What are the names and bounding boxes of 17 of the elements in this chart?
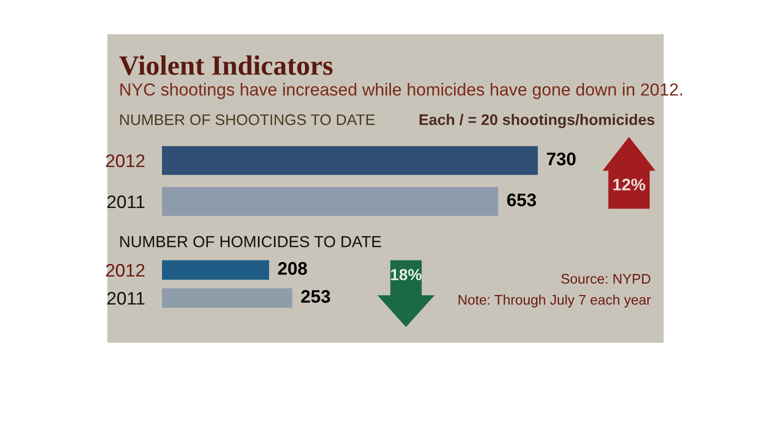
text: NUMBER OF SHOOTINGS TO DATE <box>120 114 375 126</box>
text: Each / = 20 shootings/homicides <box>420 114 654 128</box>
chart-title: Violent Indicators <box>119 55 333 76</box>
y-tick-label: 2011 <box>107 195 144 208</box>
chart-title: NUMBER OF HOMICIDES TO DATE <box>120 236 382 248</box>
data-label: 730 <box>546 152 576 166</box>
source-note: Source: NYPD <box>561 274 650 284</box>
text: 12% <box>613 178 646 190</box>
y-tick-label: 2012 <box>106 264 144 277</box>
data-label: 253 <box>301 290 330 303</box>
data-label: 208 <box>278 262 307 275</box>
data-label: 653 <box>507 194 536 206</box>
y-tick-label: 2012 <box>106 154 144 168</box>
text: Note: Through July 7 each year <box>458 294 651 308</box>
chart-subtitle: NYC shootings have increased while homicides have gone down in 2012. <box>120 82 682 100</box>
y-tick-label: 2011 <box>107 292 144 305</box>
text: 18% <box>391 268 422 280</box>
